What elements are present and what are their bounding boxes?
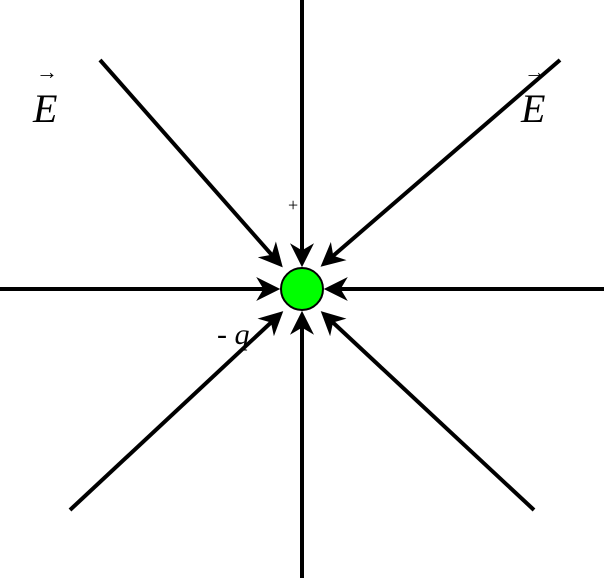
charge-circle xyxy=(281,268,323,310)
plus-label: + xyxy=(288,195,298,216)
field-diagram xyxy=(0,0,604,578)
e-arrow-left: → xyxy=(36,59,58,85)
e-text-right: E xyxy=(521,86,545,131)
charge-label: - q xyxy=(217,318,250,352)
field-line xyxy=(326,316,534,510)
e-text-left: E xyxy=(33,86,57,131)
e-arrow-right: → xyxy=(524,59,546,85)
e-label-left: → E xyxy=(33,85,57,132)
e-label-right: → E xyxy=(521,85,545,132)
field-line xyxy=(100,60,278,262)
